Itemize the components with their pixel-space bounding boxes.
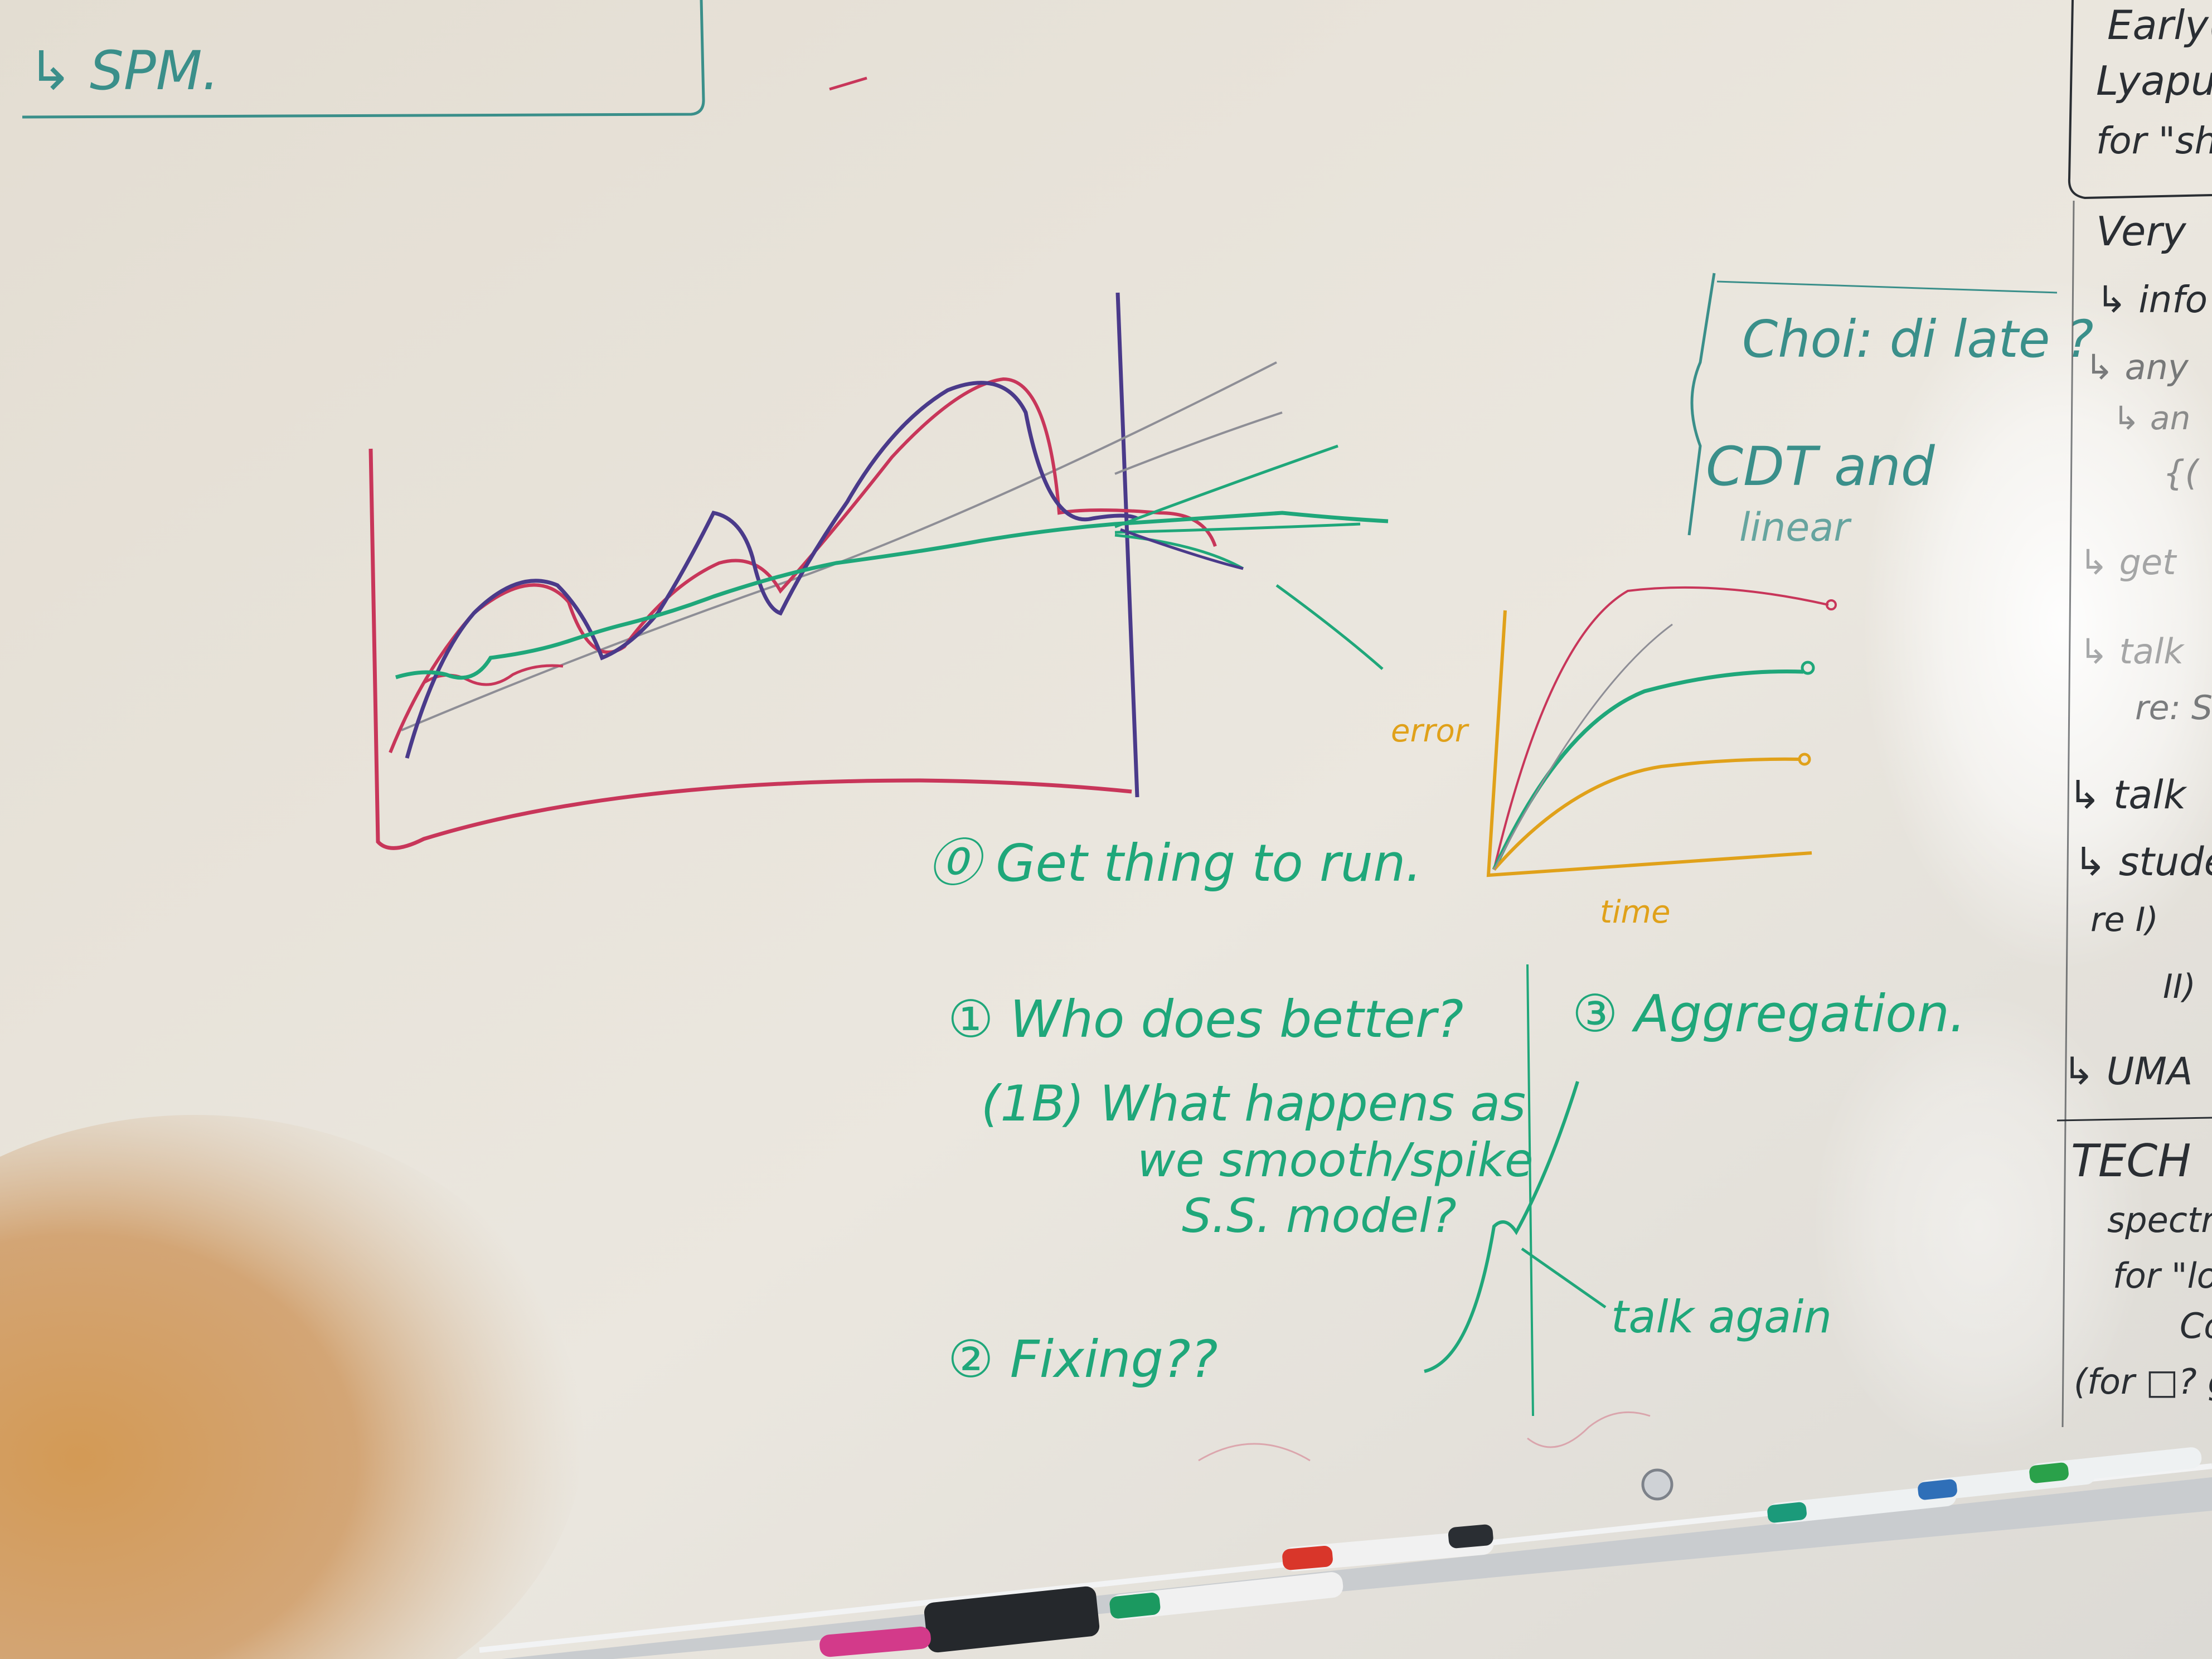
forecast-line-up: [1114, 444, 1338, 528]
error-curve-gray: [1493, 623, 1673, 870]
time-axis-label: time: [1600, 894, 1671, 930]
error-axis-label: error: [1391, 713, 1469, 749]
right-note-line: ↳ stude: [2074, 839, 2212, 885]
black-marker-cap: [1448, 1524, 1493, 1549]
task-item-1b: (1B) What happens as: [981, 1075, 1526, 1132]
right-note-line: re: S: [2135, 688, 2212, 727]
right-note-line: for "sh: [2096, 119, 2212, 162]
task-item-1b-line2: we smooth/spike: [1137, 1133, 1534, 1187]
right-note-line: Lyapun: [2096, 57, 2212, 104]
right-note-line: Co: [2180, 1306, 2212, 1346]
cdt-note-line2: linear: [1739, 505, 1852, 550]
board-magnet: [1641, 1468, 1673, 1501]
blue-marker-cap: [1918, 1479, 1957, 1500]
ghost-marks: [1198, 1411, 1651, 1462]
right-note-line: TECH: [2071, 1135, 2191, 1187]
right-note-line: II): [2163, 967, 2196, 1006]
light-glare: [1862, 279, 2212, 970]
task-list: ⓪ Get thing to run. ① Who does better? (…: [928, 833, 1966, 1389]
right-note-line: {(: [2163, 453, 2200, 493]
red-marker: [1282, 1530, 1494, 1571]
error-curve-green-end: [1801, 661, 1815, 675]
candidate-note: Choi: di late ?: [1742, 309, 2094, 369]
gray-forecast-line: [1114, 411, 1283, 475]
green-series-line: [395, 511, 1389, 680]
right-note-line: re I): [2090, 900, 2158, 939]
right-note-line: Very: [2096, 208, 2187, 255]
green-marker-2: [2029, 1447, 2202, 1485]
gray-trend-line: [401, 361, 1277, 731]
right-column-divider-2: [2061, 200, 2075, 1428]
graph-now-divider: [1115, 292, 1139, 798]
top-left-note: ↳ SPM.: [22, 0, 705, 119]
right-note-line: ↳ talk: [2079, 631, 2185, 672]
right-note-line: ↳ talk: [2068, 772, 2187, 818]
task-item-0: ⓪ Get thing to run.: [928, 833, 1422, 893]
right-note-line: spectra: [2107, 1200, 2212, 1240]
spike-curve: [1424, 1081, 1579, 1373]
purple-series-line: [405, 381, 1138, 759]
green-marker-cap: [1109, 1593, 1161, 1619]
blurred-finger: [0, 1115, 585, 1659]
spike-separator-line: [1526, 964, 1534, 1417]
right-note-line: Early(?: [2107, 2, 2212, 48]
error-curve-red: [1493, 586, 1829, 870]
black-eraser: [924, 1586, 1100, 1653]
tech-section-rule: [2056, 1117, 2212, 1122]
red-tick-mark: [829, 76, 867, 91]
top-left-note-line: ↳ SPM.: [28, 40, 219, 102]
task-item-1b-line3: S.S. model?: [1182, 1189, 1457, 1243]
error-curve-orange-end: [1798, 753, 1811, 766]
task-item-2: ② Fixing??: [948, 1330, 1218, 1389]
markers: [819, 1447, 2202, 1657]
candidate-brace: [1687, 273, 1716, 536]
graph-axes: [368, 448, 1132, 850]
right-note-line: (for □? g: [2074, 1361, 2212, 1402]
red-series-line: [389, 377, 1217, 754]
forecast-line-purple: [1120, 528, 1244, 570]
right-column-divider: [2068, 0, 2212, 200]
right-note-line: ↳ any: [2085, 347, 2189, 387]
right-note-line: ↳ get: [2079, 542, 2177, 583]
teal-marker: [1767, 1485, 1957, 1524]
forecast-line-drop: [1275, 584, 1384, 670]
error-curve-orange: [1492, 757, 1801, 871]
task-item-3: ③ Aggregation.: [1572, 984, 1966, 1044]
right-note-line: for "lo: [2113, 1255, 2212, 1296]
right-note-line: ↳ UMA: [2063, 1050, 2193, 1094]
forecast-line-down: [1114, 533, 1244, 570]
error-chart-axes: [1486, 610, 1812, 877]
pink-marker: [819, 1626, 931, 1657]
red-marker-cap: [1282, 1545, 1333, 1570]
candidate-box-top: [1716, 280, 2058, 294]
right-note-line: ↳ info: [2096, 278, 2208, 321]
error-time-chart: error time: [1391, 586, 1837, 930]
task-item-1: ① Who does better?: [948, 989, 1463, 1049]
cdt-note-line1: CDT and: [1706, 435, 1936, 498]
right-column-notes: Early(? Lyapun for "sh Very ↳ info ↳ any…: [2056, 0, 2212, 1428]
green-marker: [1109, 1572, 1343, 1620]
time-series-sketch: [368, 292, 1389, 850]
spike-pointer-line: [1521, 1247, 1607, 1309]
error-curve-red-end: [1826, 599, 1837, 610]
candidate-notes: Choi: di late ? CDT and linear: [1687, 273, 2094, 550]
talk-again-note: talk again: [1611, 1291, 1832, 1343]
forecast-line-flat: [1114, 522, 1361, 534]
right-note-line: ↳ an: [2113, 399, 2190, 437]
green-marker-2-cap: [2029, 1462, 2069, 1483]
teal-marker-cap: [1767, 1502, 1807, 1523]
spike-sketch: talk again: [1424, 964, 1832, 1417]
